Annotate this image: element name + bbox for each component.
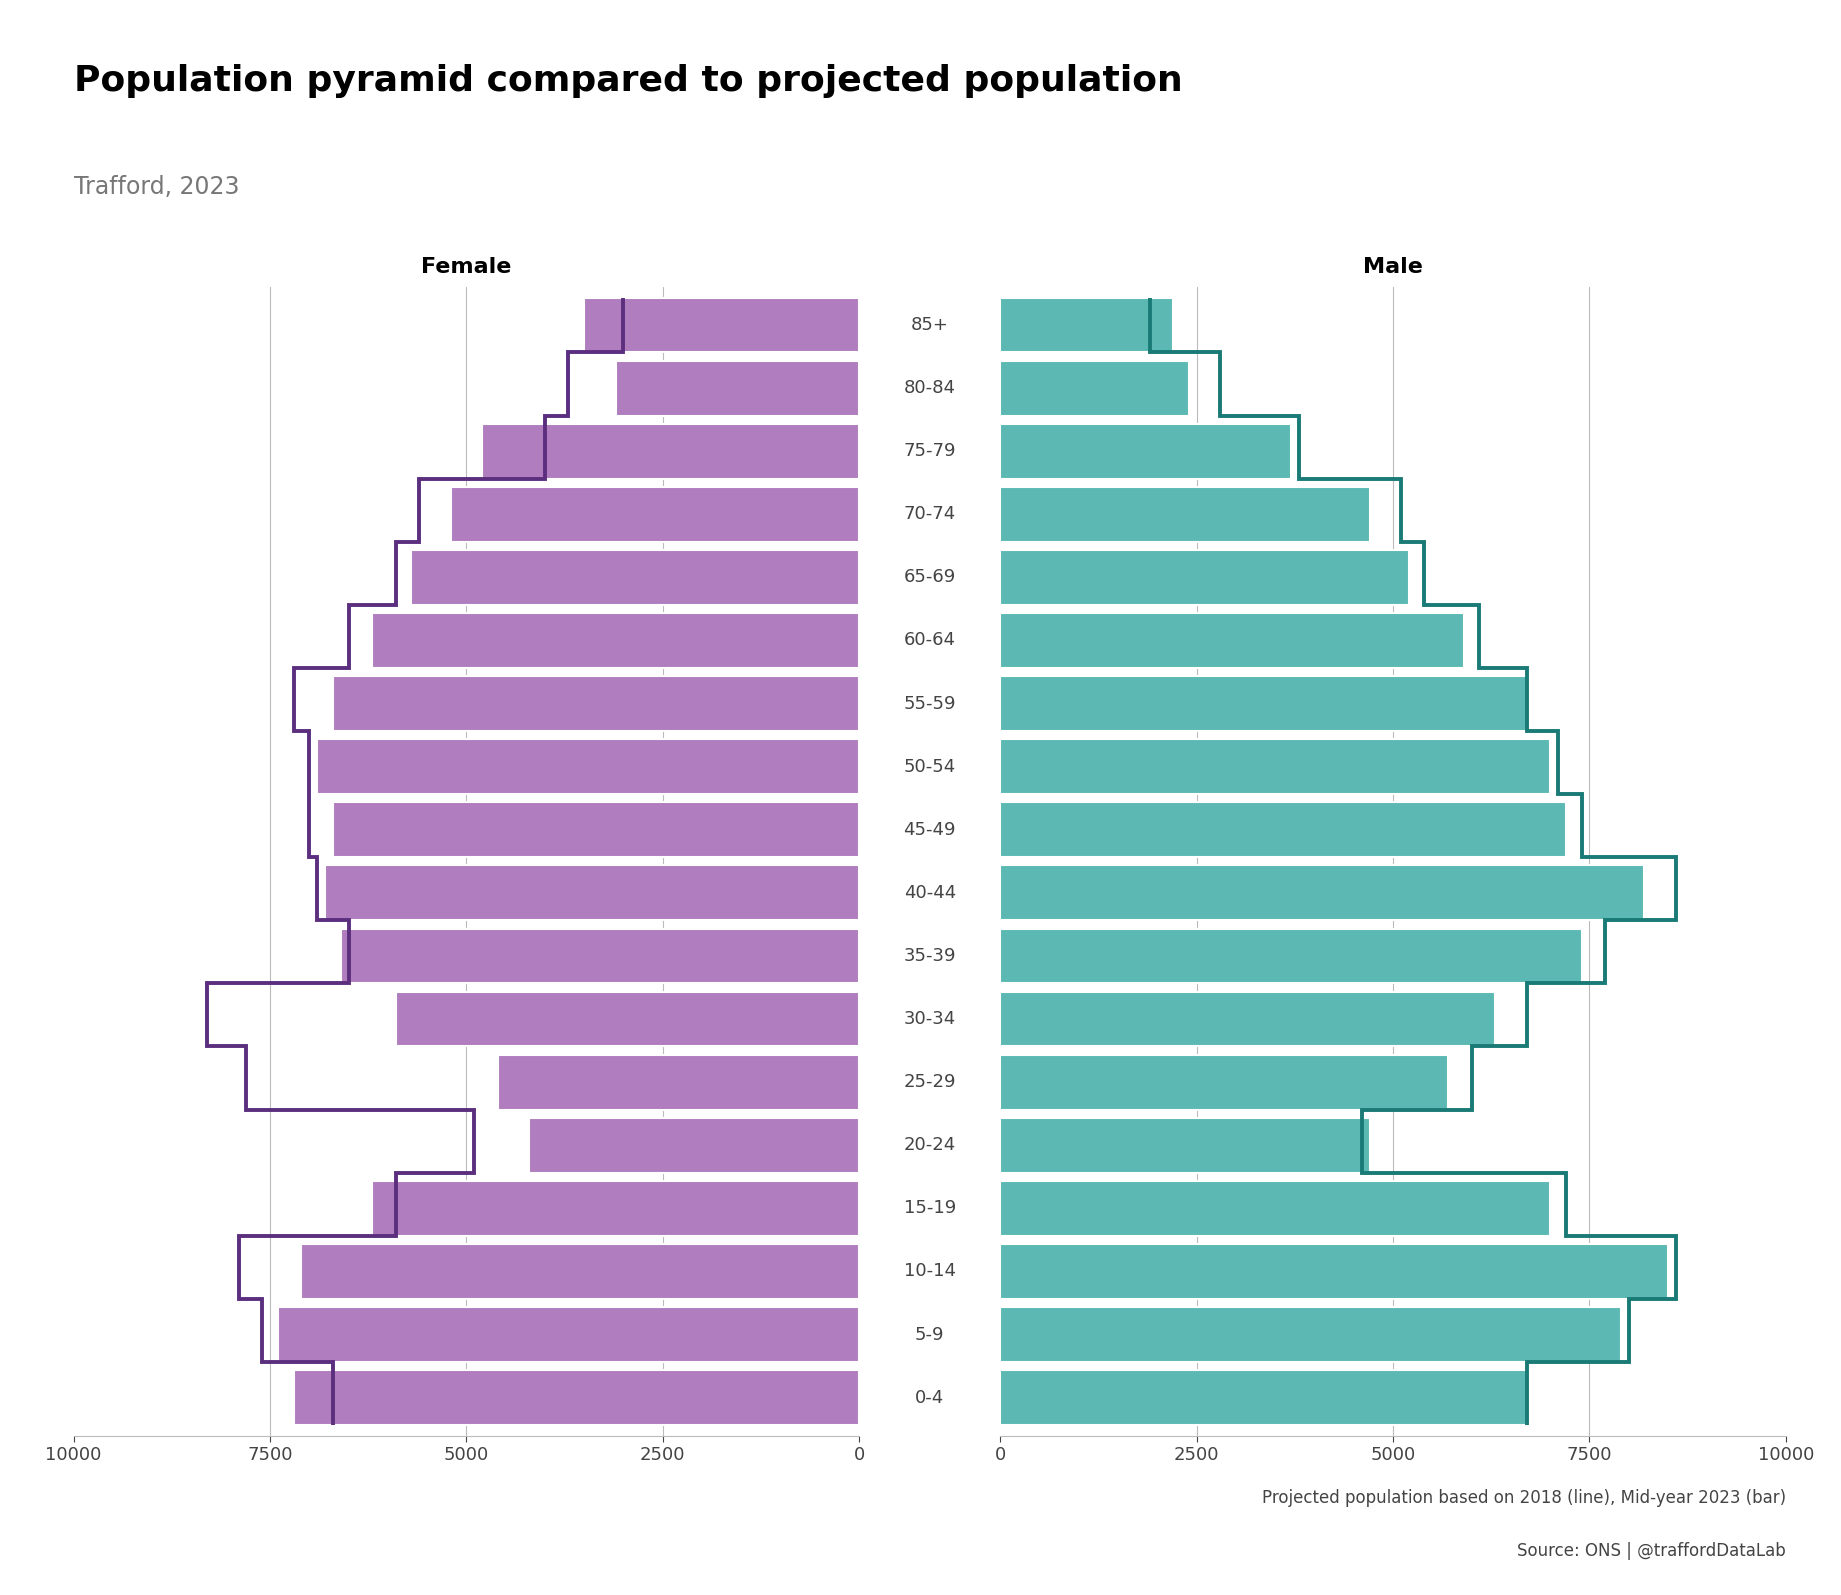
Text: 70-74: 70-74 <box>904 506 955 523</box>
Bar <box>1000 928 1581 984</box>
Text: Population pyramid compared to projected population: Population pyramid compared to projected… <box>74 64 1182 97</box>
Text: Trafford, 2023: Trafford, 2023 <box>74 175 239 199</box>
Bar <box>1000 612 1464 668</box>
Bar <box>1000 676 1526 731</box>
Text: 40-44: 40-44 <box>904 884 955 901</box>
Title: Male: Male <box>1362 257 1423 278</box>
Text: 85+: 85+ <box>911 316 948 333</box>
Bar <box>1000 1370 1526 1424</box>
Bar <box>1000 298 1173 352</box>
Text: 55-59: 55-59 <box>904 694 955 713</box>
Text: 75-79: 75-79 <box>904 442 955 459</box>
Bar <box>1000 866 1644 920</box>
Bar <box>1000 486 1370 542</box>
Bar <box>1000 1180 1550 1236</box>
Bar <box>451 486 860 542</box>
Text: 50-54: 50-54 <box>904 758 955 775</box>
Bar <box>411 550 860 605</box>
Text: 30-34: 30-34 <box>904 1010 955 1029</box>
Bar <box>326 866 860 920</box>
Bar <box>396 992 860 1046</box>
Bar <box>1000 360 1189 416</box>
Text: 20-24: 20-24 <box>904 1136 955 1155</box>
Bar <box>372 612 860 668</box>
Bar <box>528 1118 860 1172</box>
Bar <box>1000 738 1550 794</box>
Bar <box>1000 802 1567 857</box>
Text: 5-9: 5-9 <box>915 1325 944 1343</box>
Bar <box>497 1054 860 1110</box>
Bar <box>1000 1306 1620 1362</box>
Bar <box>615 360 860 416</box>
Bar <box>1000 992 1495 1046</box>
Text: 0-4: 0-4 <box>915 1389 944 1407</box>
Bar <box>1000 1054 1449 1110</box>
Text: 25-29: 25-29 <box>904 1073 955 1091</box>
Bar <box>302 1244 860 1298</box>
Bar <box>278 1306 860 1362</box>
Bar <box>317 738 860 794</box>
Text: 10-14: 10-14 <box>904 1263 955 1281</box>
Bar <box>1000 1244 1668 1298</box>
Bar <box>1000 424 1291 478</box>
Text: Projected population based on 2018 (line), Mid-year 2023 (bar): Projected population based on 2018 (line… <box>1261 1490 1786 1507</box>
Bar <box>372 1180 860 1236</box>
Text: 60-64: 60-64 <box>904 632 955 649</box>
Text: 80-84: 80-84 <box>904 380 955 397</box>
Bar <box>333 802 860 857</box>
Bar <box>333 676 860 731</box>
Bar <box>1000 550 1408 605</box>
Text: 15-19: 15-19 <box>904 1199 955 1217</box>
Title: Female: Female <box>422 257 512 278</box>
Text: 35-39: 35-39 <box>904 947 955 965</box>
Text: 45-49: 45-49 <box>904 821 955 839</box>
Text: Source: ONS | @traffordDataLab: Source: ONS | @traffordDataLab <box>1517 1542 1786 1560</box>
Bar <box>341 928 860 984</box>
Bar <box>293 1370 860 1424</box>
Bar <box>584 298 860 352</box>
Bar <box>482 424 860 478</box>
Text: 65-69: 65-69 <box>904 568 955 587</box>
Bar <box>1000 1118 1370 1172</box>
